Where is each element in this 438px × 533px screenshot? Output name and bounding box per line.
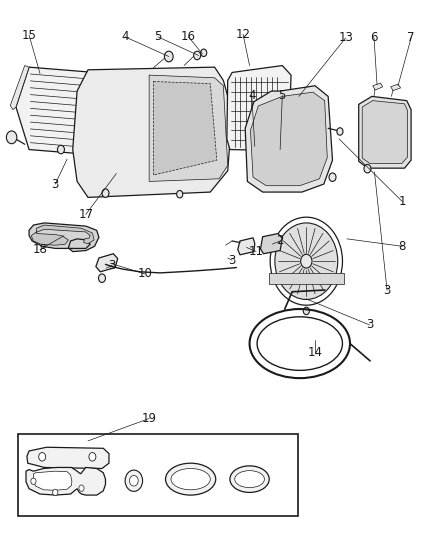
Polygon shape	[29, 223, 99, 252]
Circle shape	[364, 165, 371, 173]
Circle shape	[201, 49, 207, 56]
Polygon shape	[227, 66, 291, 151]
Circle shape	[194, 51, 201, 60]
Text: 10: 10	[138, 268, 152, 280]
Polygon shape	[31, 225, 94, 245]
Polygon shape	[362, 101, 408, 164]
Circle shape	[89, 453, 96, 461]
Circle shape	[130, 475, 138, 486]
Polygon shape	[251, 92, 327, 185]
Text: 16: 16	[181, 30, 196, 43]
Text: 18: 18	[32, 243, 47, 256]
Text: 12: 12	[236, 28, 251, 41]
Text: 8: 8	[399, 240, 406, 253]
Circle shape	[294, 90, 304, 101]
Circle shape	[79, 485, 84, 491]
Polygon shape	[245, 86, 332, 192]
Polygon shape	[96, 254, 118, 272]
Polygon shape	[16, 67, 101, 155]
Circle shape	[7, 131, 17, 144]
Circle shape	[53, 489, 58, 496]
Circle shape	[57, 146, 64, 154]
Text: 2: 2	[276, 235, 284, 247]
Text: 13: 13	[338, 31, 353, 44]
Polygon shape	[153, 82, 217, 175]
Circle shape	[125, 470, 143, 491]
Text: 5: 5	[154, 30, 162, 43]
Circle shape	[99, 274, 106, 282]
Ellipse shape	[230, 466, 269, 492]
Text: 17: 17	[78, 208, 93, 221]
Polygon shape	[11, 66, 29, 110]
Circle shape	[303, 307, 309, 314]
Polygon shape	[373, 83, 383, 90]
Ellipse shape	[166, 463, 216, 495]
Polygon shape	[149, 75, 228, 181]
Text: 1: 1	[399, 195, 406, 208]
Circle shape	[164, 51, 173, 62]
Text: 7: 7	[407, 31, 415, 44]
Polygon shape	[238, 238, 255, 255]
Text: 3: 3	[52, 177, 59, 191]
Text: 3: 3	[366, 319, 373, 332]
Text: 5: 5	[279, 89, 286, 102]
Polygon shape	[73, 67, 232, 197]
Circle shape	[329, 173, 336, 181]
Polygon shape	[261, 233, 283, 254]
Bar	[18, 434, 297, 516]
Polygon shape	[94, 115, 103, 156]
Polygon shape	[26, 467, 106, 495]
Ellipse shape	[235, 471, 265, 488]
Circle shape	[31, 478, 36, 484]
Polygon shape	[268, 273, 344, 284]
Text: 3: 3	[228, 254, 236, 266]
Text: 6: 6	[370, 31, 378, 44]
Circle shape	[102, 189, 109, 197]
Polygon shape	[359, 96, 411, 168]
Circle shape	[275, 223, 338, 300]
Text: 4: 4	[121, 30, 129, 43]
Ellipse shape	[171, 469, 210, 490]
Polygon shape	[33, 471, 72, 490]
Circle shape	[177, 190, 183, 198]
Text: 19: 19	[141, 412, 157, 425]
Text: 3: 3	[383, 284, 391, 297]
Text: 4: 4	[248, 89, 255, 102]
Text: 3: 3	[108, 259, 116, 272]
Text: 14: 14	[307, 346, 322, 359]
Circle shape	[300, 254, 312, 268]
Text: 15: 15	[21, 29, 36, 42]
Polygon shape	[391, 84, 401, 91]
Circle shape	[337, 128, 343, 135]
Polygon shape	[27, 447, 109, 469]
Circle shape	[39, 453, 46, 461]
Text: 11: 11	[249, 245, 264, 258]
